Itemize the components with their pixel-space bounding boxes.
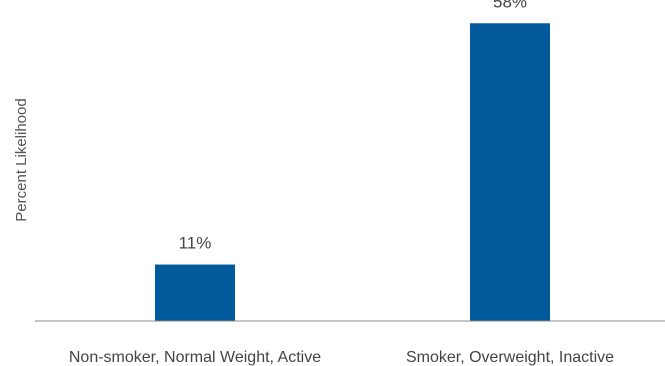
y-axis-title: Percent Likelihood	[13, 98, 30, 221]
data-label-2: 58%	[493, 0, 527, 11]
bar-2	[470, 23, 550, 322]
bar-1	[155, 264, 235, 321]
x-tick-label-2: Smoker, Overweight, Inactive	[406, 349, 614, 366]
labels-layer: 11% Non-smoker, Normal Weight, Active 58% S…	[69, 0, 614, 366]
data-label-1: 11%	[179, 234, 212, 253]
x-tick-label-1: Non-smoker, Normal Weight, Active	[69, 349, 321, 366]
bars-layer	[155, 23, 550, 322]
